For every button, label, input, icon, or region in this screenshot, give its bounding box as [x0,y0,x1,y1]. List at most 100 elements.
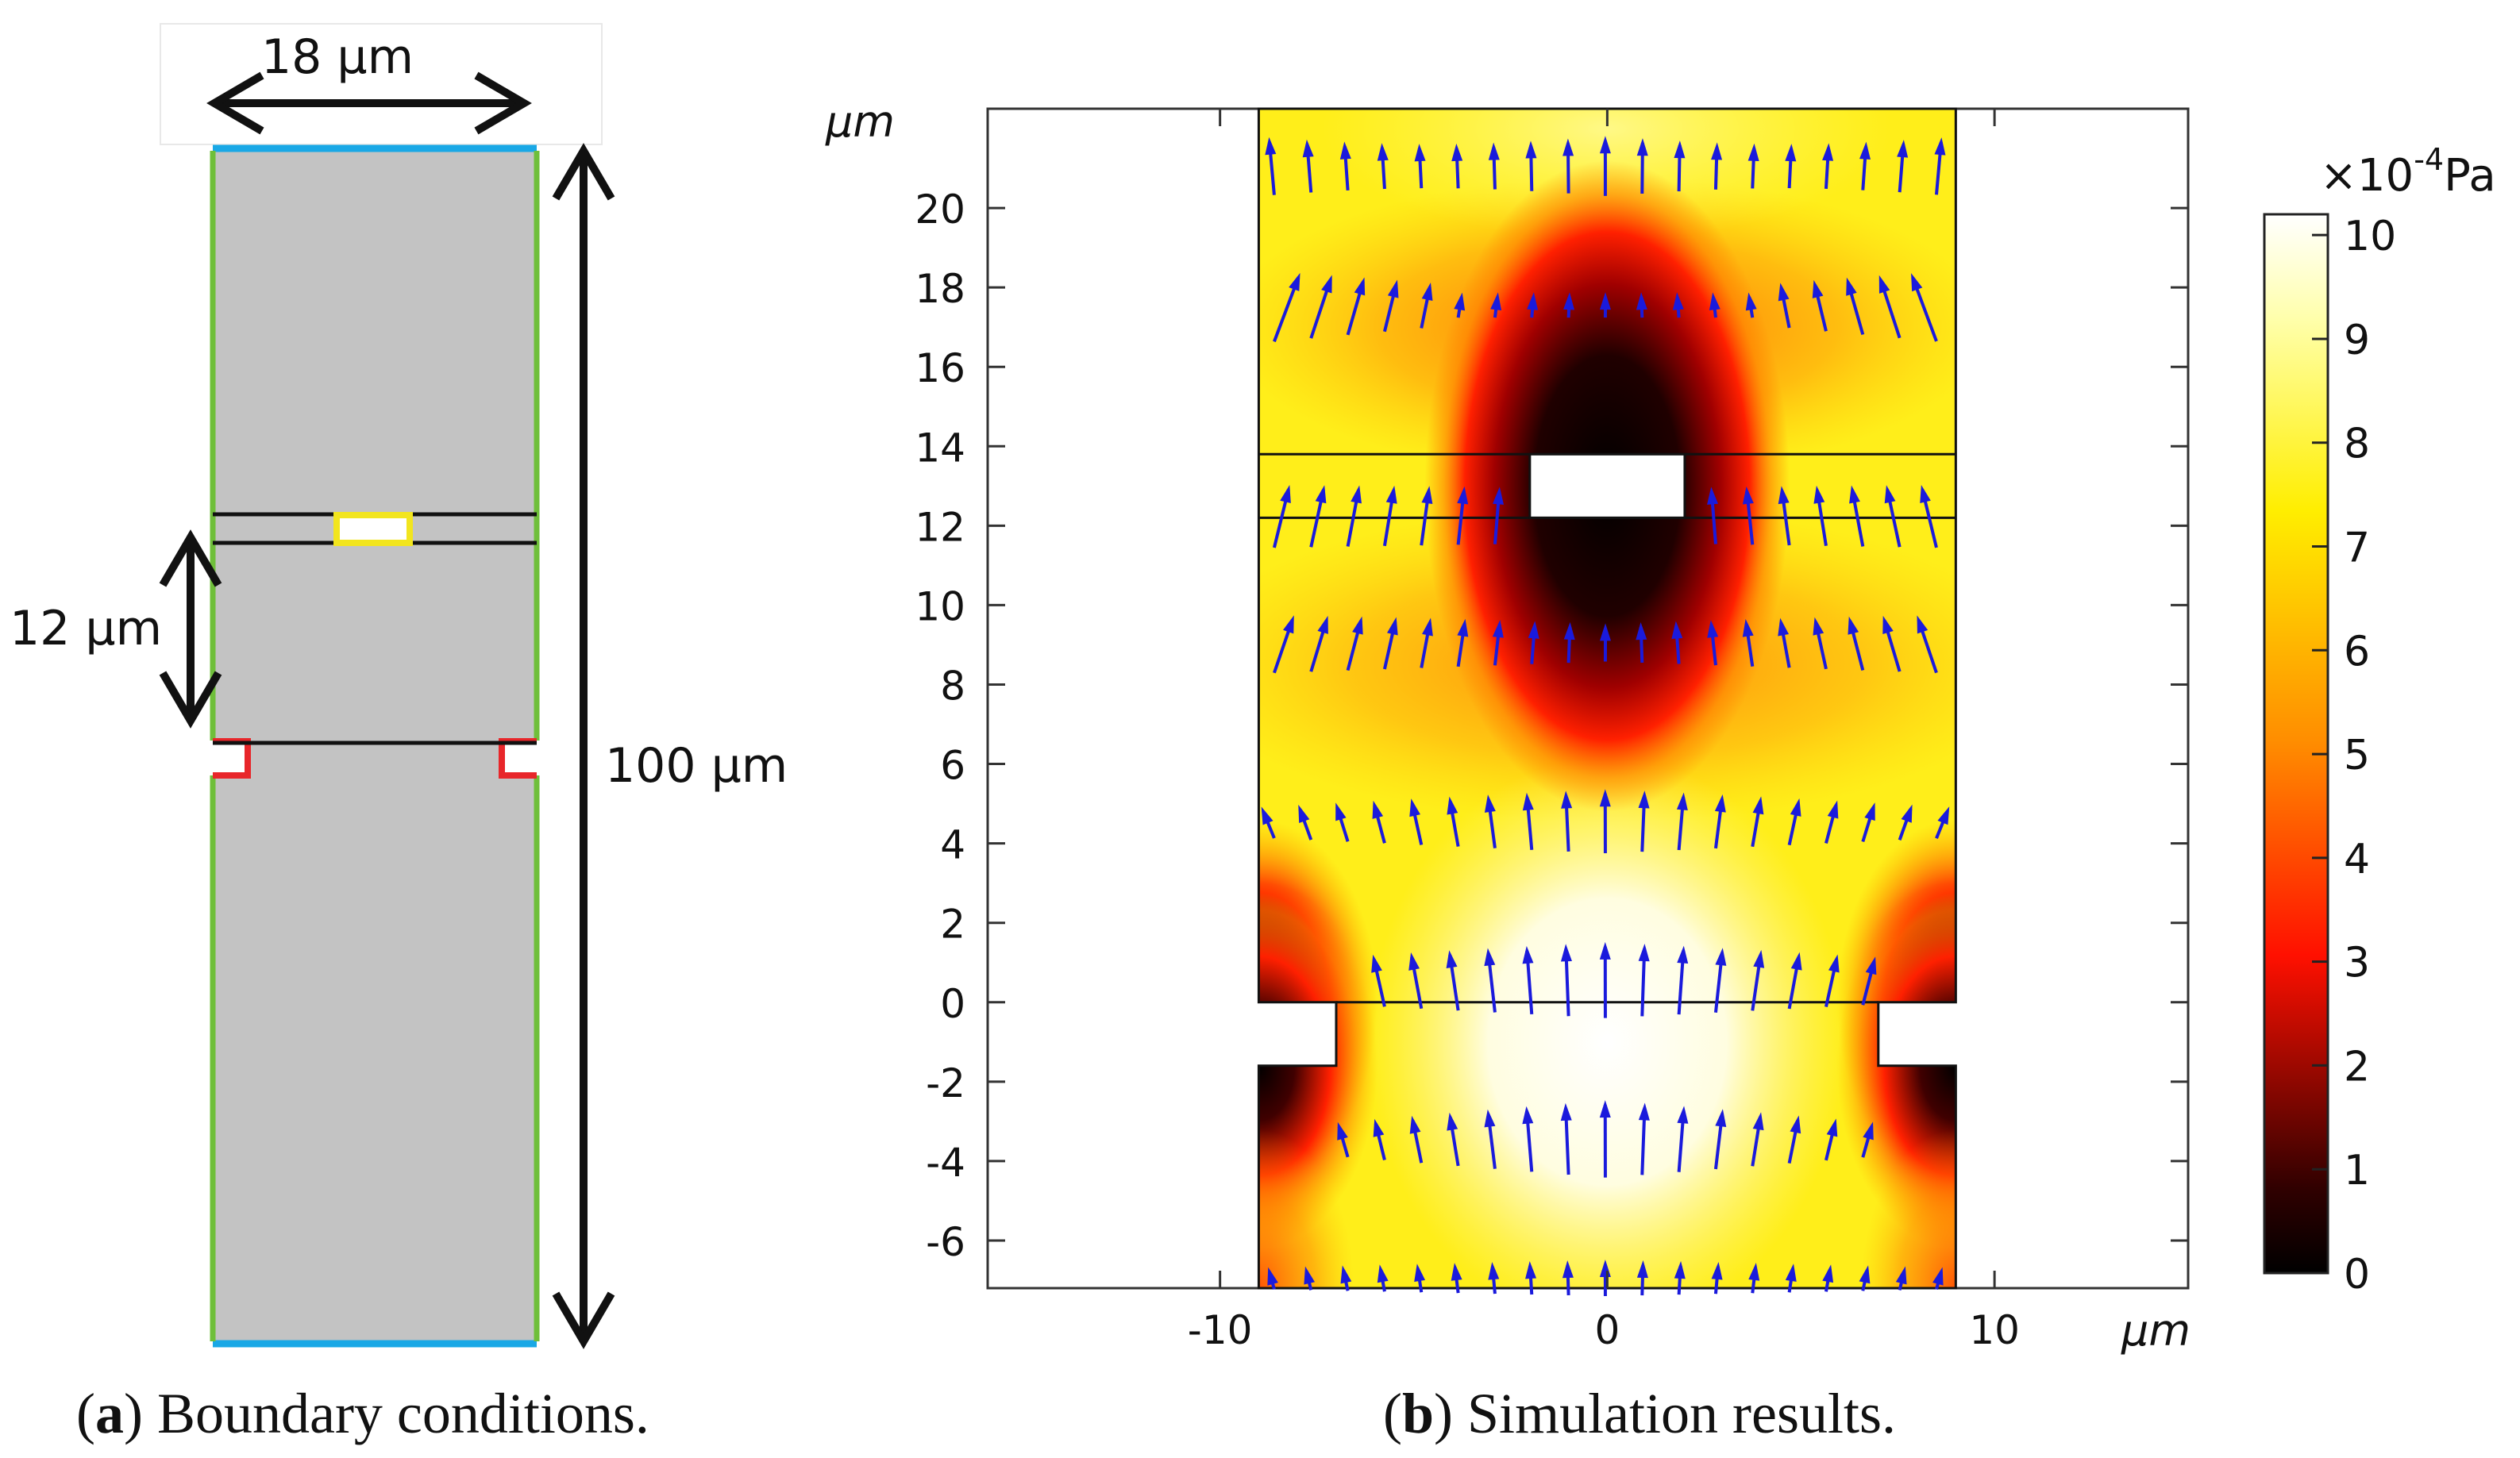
velocity-arrow [1409,1115,1424,1164]
y-tick-label: 18 [915,266,965,312]
velocity-arrow [1713,948,1727,1013]
velocity-arrow-head [1826,1118,1838,1137]
y-axis-unit: μm [825,97,895,147]
velocity-arrow [1812,279,1828,332]
velocity-arrow [1492,619,1504,666]
velocity-arrow-head [1488,142,1500,160]
velocity-arrow-head [1848,616,1859,635]
velocity-arrow-head [1522,792,1534,811]
field-red-bottom-right [1860,1129,1956,1288]
channel-domain [213,148,537,1345]
velocity-arrow [1895,1266,1907,1291]
x-tick-label: -10 [1188,1307,1253,1353]
height-label: 100 μm [605,738,788,794]
colorbar-tick-label: 5 [2344,732,2370,779]
velocity-arrow-head [1446,950,1458,968]
velocity-arrow [1638,1102,1650,1175]
velocity-arrow [1846,277,1865,336]
velocity-arrow [1674,140,1686,192]
velocity-arrow-head [1636,1260,1648,1279]
velocity-arrow [1488,142,1500,190]
field-dark-corner [1258,883,1378,1248]
velocity-arrow [1742,618,1755,667]
velocity-arrow-head [1528,621,1539,639]
y-tick-label: 16 [915,345,965,391]
velocity-arrow [1787,952,1802,1010]
velocity-arrow-head [1265,137,1277,156]
velocity-arrow-head [1636,621,1647,641]
velocity-arrow-head [1636,292,1647,310]
colorbar-tick-label: 2 [2344,1043,2370,1091]
colorbar-tick-label: 6 [2344,628,2370,675]
colorbar-tick-label: 10 [2344,213,2396,260]
velocity-arrow-head [1599,1100,1611,1118]
velocity-arrow [1451,143,1463,189]
velocity-arrow-head [1865,956,1877,975]
velocity-arrow [1272,484,1291,548]
velocity-arrow [1751,949,1765,1011]
velocity-arrow-head [1522,1106,1534,1125]
velocity-arrow-head [1522,945,1534,964]
velocity-arrow [1920,485,1938,548]
velocity-arrow-head [1638,1102,1650,1121]
velocity-arrow-head [1321,275,1332,294]
velocity-arrow-head [1707,487,1719,505]
velocity-arrow-head [1707,620,1719,638]
axes: -6 -4 -2 0 2 4 6 8 10 12 14 16 18 20 -10 0 10 [915,109,2188,1353]
velocity-arrow [1824,954,1840,1008]
velocity-arrow-head [1901,804,1913,823]
velocity-arrow-head [1745,292,1757,311]
velocity-arrow-head [1484,948,1496,967]
velocity-arrow-head [1752,1112,1764,1131]
velocity-arrow-head [1563,621,1575,641]
colorbar-unit-pa: Pa [2444,150,2496,202]
velocity-arrow [1751,796,1764,848]
velocity-arrow [1638,944,1650,1017]
y-tick-label: -2 [926,1060,965,1106]
velocity-arrow [1636,292,1647,318]
velocity-arrow [1707,620,1719,666]
field-light-top [1321,109,1894,240]
velocity-arrow [1563,621,1575,664]
velocity-arrow-head [1352,616,1363,635]
velocity-arrow-head [1917,615,1929,634]
width-arrow-right-head [474,71,532,135]
top-label-box [160,23,603,145]
velocity-arrow-head [1298,804,1310,823]
velocity-arrow-head [1748,1263,1760,1281]
velocity-arrow-head [1790,798,1801,817]
velocity-arrow [1309,485,1327,548]
y-tick-label: 20 [915,187,965,233]
velocity-arrow [1813,617,1828,670]
colorbar-tick-label: 9 [2344,317,2370,364]
velocity-arrow-head [1911,273,1923,292]
velocity-arrow-head [1599,789,1611,807]
velocity-arrow [1824,800,1839,844]
velocity-arrow [1335,802,1350,842]
velocity-arrow-head [1351,485,1362,504]
velocity-arrow-head [1283,615,1294,634]
velocity-arrow [1882,615,1902,672]
velocity-arrow [1859,141,1871,190]
velocity-arrow-head [1340,1265,1352,1284]
velocity-arrow-head [1337,1121,1348,1141]
colorbar-tick-label: 1 [2344,1147,2370,1194]
velocity-arrow-head [1377,1264,1389,1283]
velocity-arrow [1382,279,1399,333]
velocity-arrow-head [1599,292,1611,310]
velocity-arrow-head [1451,1263,1462,1281]
velocity-arrow [1522,792,1534,850]
velocity-arrow-head [1709,292,1720,311]
velocity-arrow-head [1387,279,1399,298]
velocity-arrow-head [1599,941,1611,960]
velocity-arrow-head [1261,806,1273,825]
y-tick-label: -6 [926,1219,965,1265]
velocity-arrow-head [1484,794,1496,813]
velocity-arrow-head [1421,283,1433,301]
velocity-arrow [1878,275,1902,339]
colorbar-unit-times: ×10 [2320,150,2414,202]
y-tick-label: 14 [915,425,965,471]
velocity-arrow [1522,1106,1534,1172]
velocity-arrow-head [1849,485,1860,504]
